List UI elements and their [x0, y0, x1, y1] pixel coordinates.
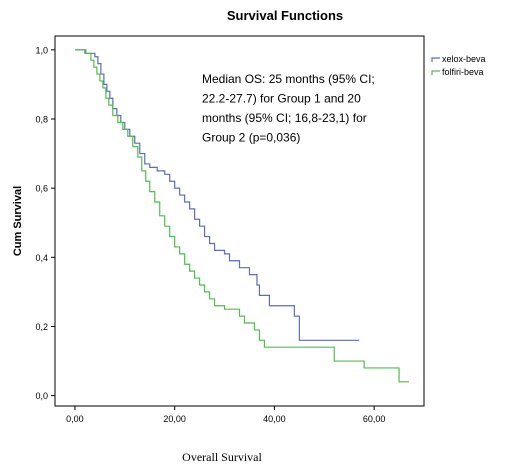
x-tick-label: 60,00 [363, 414, 386, 424]
annotation-line-1: Median OS: 25 months (95% CI; [202, 72, 375, 86]
x-tick-label: 20,00 [163, 414, 186, 424]
legend-label-xelox-beva: xelox-beva [442, 54, 486, 64]
annotation-line-2: 22.2-27.7) for Group 1 and 20 [202, 92, 361, 106]
plot-area-frame [54, 35, 425, 407]
y-tick-label: 0,8 [35, 114, 48, 124]
annotation-line-3: months (95% CI; 16,8-23,1) for [202, 111, 367, 125]
series-layer [74, 49, 410, 383]
y-axis: 0,0 0,2 0,4 0,6 0,8 1,0 [35, 45, 55, 401]
y-tick-label: 0,6 [35, 184, 48, 194]
series-line-folfiri-beva [74, 49, 410, 383]
x-axis: 0,00 20,00 40,00 60,00 [66, 406, 385, 424]
x-tick-label: 0,00 [66, 414, 84, 424]
legend-label-folfiri-beva: folfiri-beva [442, 67, 484, 77]
y-tick-label: 0,0 [35, 391, 48, 401]
chart-title: Survival Functions [227, 8, 343, 23]
y-tick-label: 0,2 [35, 322, 48, 332]
legend-swatch-folfiri-beva [431, 70, 440, 75]
legend-swatch-xelox-beva [431, 57, 440, 62]
y-tick-label: 0,4 [35, 253, 48, 263]
x-tick-label: 40,00 [263, 414, 286, 424]
y-tick-label: 1,0 [35, 45, 48, 55]
annotation-line-4: Group 2 (p=0,036) [202, 131, 300, 145]
median-os-annotation: Median OS: 25 months (95% CI; 22.2-27.7)… [202, 72, 378, 145]
legend: xelox-beva folfiri-beva [431, 54, 486, 77]
y-axis-label: Cum Survival [12, 186, 24, 256]
x-axis-label: Overall Survival [182, 450, 262, 464]
series-line-xelox-beva [74, 49, 360, 341]
